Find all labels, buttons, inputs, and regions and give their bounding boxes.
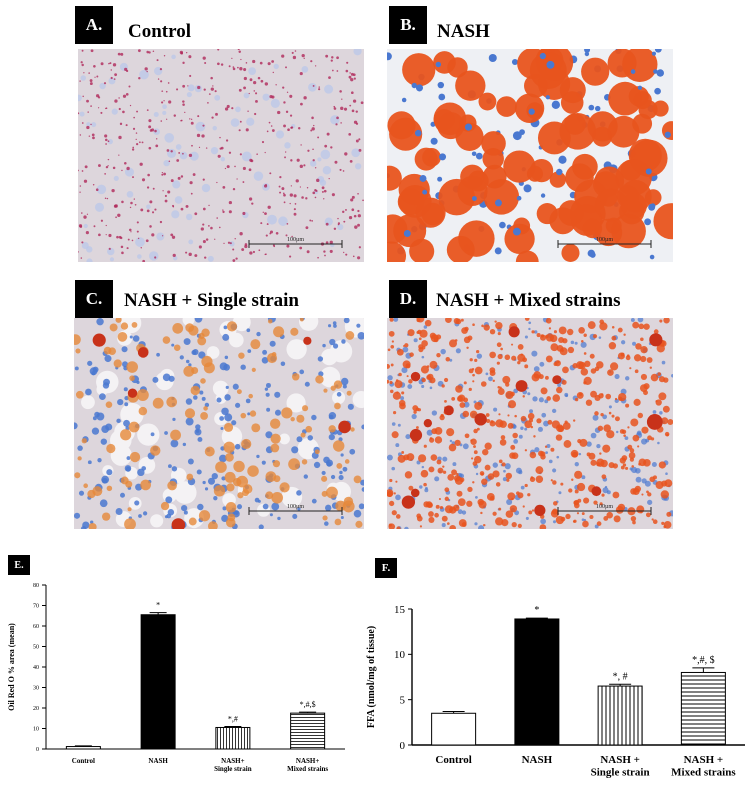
significance-label-3: *,#, $ [692, 655, 715, 666]
category-label-3: NASH+ Mixed strains [287, 757, 328, 773]
significance-label-1: * [156, 601, 160, 610]
y-tick-label: 0 [400, 740, 406, 752]
micrograph-image: 100µm [78, 49, 364, 262]
panel-tag: A. [75, 6, 113, 44]
category-label-1: NASH [522, 754, 553, 766]
stain-texture [78, 49, 364, 262]
y-tick-label: 40 [33, 665, 39, 671]
micrograph-image: 100µm [387, 49, 673, 262]
bar-2 [597, 685, 643, 746]
stain-texture [387, 49, 673, 262]
chart-f-tag: F. [375, 558, 397, 578]
category-label-2: NASH+ Single strain [214, 757, 252, 773]
category-label-3: NASH + Mixed strains [671, 754, 736, 779]
panel-title: NASH + Single strain [124, 290, 299, 311]
y-tick-label: 10 [33, 727, 39, 733]
scale-bar: 100µm [248, 504, 343, 515]
scale-bar: 100µm [248, 237, 343, 248]
y-axis-label: Oil Red O % area (mean) [7, 623, 16, 711]
significance-label-2: *, # [613, 671, 628, 682]
stain-texture [74, 318, 364, 529]
category-label-1: NASH [148, 757, 168, 765]
y-tick-label: 10 [394, 649, 406, 661]
micrograph-image: 100µm [74, 318, 364, 529]
category-label-2: NASH + Single strain [591, 754, 650, 779]
category-label-0: Control [72, 757, 95, 765]
scale-bar: 100µm [557, 504, 652, 515]
y-tick-label: 30 [33, 686, 39, 692]
y-tick-label: 80 [33, 583, 39, 589]
y-tick-label: 15 [394, 604, 406, 616]
panel-title: NASH + Mixed strains [436, 290, 621, 311]
y-tick-label: 5 [400, 695, 406, 707]
bar-3 [680, 671, 726, 746]
micrograph-image: 100µm [387, 318, 673, 529]
stain-texture [387, 318, 673, 529]
panel-tag: B. [389, 6, 427, 44]
scale-bar: 100µm [557, 237, 652, 248]
chart-f-ffa: 0 5 10 15 FFA (nmol/mg of tissue) Control * NAS… [366, 604, 745, 779]
scale-bar-label: 100µm [287, 504, 304, 510]
scale-bar-label: 100µm [596, 504, 613, 510]
bar-1 [140, 614, 176, 750]
significance-label-3: *,#,$ [300, 700, 316, 709]
bar-3 [290, 712, 326, 750]
scale-bar-label: 100µm [596, 237, 613, 243]
significance-label-2: *,# [228, 714, 238, 723]
panel-title: Control [128, 21, 191, 42]
y-tick-label: 70 [33, 604, 39, 610]
bar-1 [514, 618, 560, 746]
bar-2 [215, 726, 251, 750]
y-tick-label: 20 [33, 706, 39, 712]
panel-tag: C. [75, 280, 113, 318]
panel-title: NASH [437, 21, 490, 42]
y-axis-label: FFA (nmol/mg of tissue) [366, 626, 377, 728]
y-tick-label: 60 [33, 624, 39, 630]
y-tick-label: 0 [36, 747, 39, 753]
y-tick-label: 50 [33, 645, 39, 651]
chart-e-oil-red-o: 0 10 20 30 40 50 60 70 80 Oil Red O % area (mean)… [7, 583, 345, 773]
bar-0 [65, 746, 101, 750]
chart-e-tag: E. [8, 555, 30, 575]
scale-bar-label: 100µm [287, 237, 304, 243]
category-label-0: Control [435, 754, 471, 766]
panel-tag: D. [389, 280, 427, 318]
tissue-background [78, 49, 364, 262]
bar-0 [431, 712, 477, 746]
significance-label-1: * [534, 605, 539, 616]
